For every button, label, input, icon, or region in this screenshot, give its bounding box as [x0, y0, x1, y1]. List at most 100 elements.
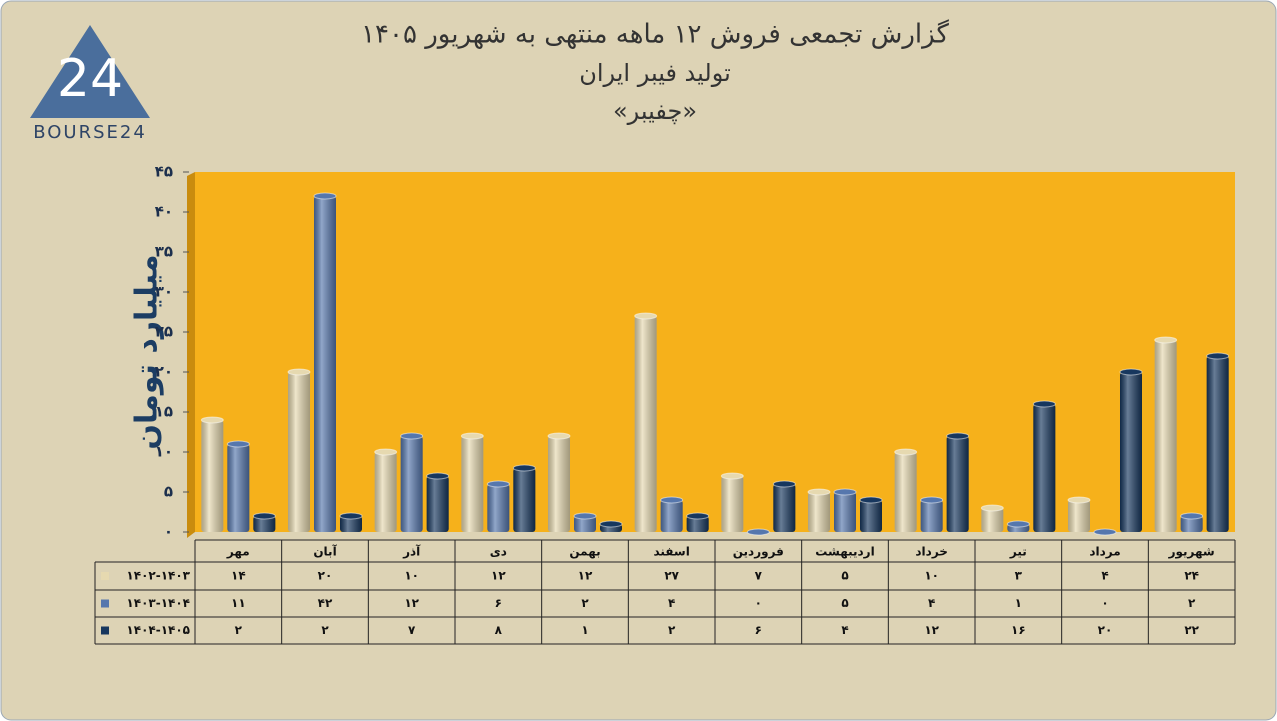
table-value: ۱۴	[231, 569, 246, 583]
bar-shine	[253, 516, 276, 532]
bar-shine	[201, 420, 224, 532]
bar-cap	[400, 432, 424, 440]
bar-shine	[946, 436, 969, 532]
bar-shine	[860, 500, 882, 532]
bar-shine	[288, 372, 310, 532]
plot-area	[195, 172, 1235, 532]
bar-shine	[227, 444, 250, 532]
chart-title: گزارش تجمعی فروش ۱۲ ماهه منتهی به شهریور…	[361, 19, 949, 50]
bar-cap	[313, 192, 337, 200]
bar-shine	[374, 452, 397, 532]
bar-shine	[808, 492, 830, 532]
y-tick-label: ۲۵	[155, 323, 173, 341]
x-tick-label: دی	[490, 545, 507, 559]
bar-cap	[720, 472, 744, 480]
bar-shine	[1068, 500, 1090, 532]
bar-cap	[946, 432, 970, 440]
y-tick-label: ۱۰	[155, 443, 173, 461]
logo-text: BOURSE24	[33, 122, 147, 143]
x-tick-label: شهریور	[1168, 545, 1215, 560]
bar-shine	[314, 196, 336, 532]
bar-cap	[660, 496, 684, 504]
company: «چفیبر»	[613, 97, 697, 125]
x-tick-label: تیر	[1009, 545, 1027, 559]
table-value: ۰	[1101, 596, 1108, 610]
table-value: ۱	[1015, 596, 1022, 610]
bar-shine	[1206, 356, 1229, 532]
bar-cap	[1093, 528, 1117, 536]
bar-cap	[374, 448, 398, 456]
bar-shine	[548, 436, 570, 532]
table-value: ۱۰	[924, 569, 939, 583]
x-tick-label: مرداد	[1089, 545, 1120, 559]
bar-cap	[772, 480, 796, 488]
table-value: ۵	[841, 596, 848, 610]
bar-shine	[487, 484, 510, 532]
table-value: ۲۰	[318, 569, 333, 583]
bar-cap	[486, 480, 510, 488]
table-value: ۶	[755, 623, 762, 637]
bar-cap	[200, 416, 224, 424]
y-tick-label: ۴۰	[155, 203, 173, 221]
bar-shine	[1120, 372, 1142, 532]
bar-cap	[1032, 400, 1056, 408]
table-value: ۶	[495, 596, 502, 610]
plot-wall-side	[187, 172, 195, 538]
bar-shine	[461, 436, 484, 532]
bar-cap	[339, 512, 363, 520]
table-value: ۳	[1015, 569, 1023, 583]
x-tick-label: بهمن	[569, 545, 600, 559]
bar-shine	[1154, 340, 1177, 532]
table-value: ۴	[928, 596, 935, 610]
bar-cap	[1154, 336, 1178, 344]
y-tick-label: ۲۰	[155, 363, 173, 381]
legend-label: ۱۴۰۳-۱۴۰۴	[126, 596, 190, 610]
bar-cap	[980, 504, 1004, 512]
table-value: ۸	[495, 623, 503, 637]
x-tick-label: اسفند	[653, 545, 689, 559]
bar-shine	[981, 508, 1004, 532]
bar-cap	[252, 512, 276, 520]
bar-shine	[894, 452, 917, 532]
bar-shine	[400, 436, 423, 532]
table-value: ۴	[841, 623, 848, 637]
bar-shine	[574, 516, 596, 532]
table-value: ۲۷	[664, 569, 679, 583]
bar-cap	[460, 432, 484, 440]
legend-swatch	[101, 572, 109, 580]
bar-shine	[634, 316, 657, 532]
bar-shine	[340, 516, 362, 532]
bar-shine	[660, 500, 683, 532]
x-tick-label: فروردین	[733, 545, 784, 560]
bar-cap	[746, 528, 770, 536]
table-value: ۲	[581, 596, 589, 610]
bar-cap	[1206, 352, 1230, 360]
x-tick-label: خرداد	[915, 545, 948, 559]
logo-triangle	[30, 25, 150, 118]
bar-cap	[573, 512, 597, 520]
bar-cap	[599, 520, 623, 528]
table-value: ۲	[668, 623, 676, 637]
bar-shine	[426, 476, 449, 532]
y-tick-label: ۳۰	[155, 283, 173, 301]
table-value: ۴۲	[318, 596, 333, 610]
table-value: ۱۶	[1011, 623, 1026, 637]
table-value: ۲	[321, 623, 329, 637]
bar-cap	[686, 512, 710, 520]
x-tick-label: مهر	[226, 545, 250, 559]
table-value: ۱۱	[231, 596, 246, 610]
bar-cap	[1119, 368, 1143, 376]
bar-cap	[226, 440, 250, 448]
bar-shine	[721, 476, 744, 532]
table-value: ۰	[755, 596, 762, 610]
bar-shine	[920, 500, 943, 532]
table-value: ۱۲	[491, 569, 506, 583]
table-value: ۷	[755, 569, 763, 583]
y-tick-label: ۵	[164, 483, 173, 501]
logo-mark: 24	[57, 49, 123, 109]
y-tick-label: ۴۵	[155, 163, 173, 181]
x-tick-label: آذر	[402, 544, 421, 559]
table-value: ۱۲	[924, 623, 939, 637]
bar-cap	[859, 496, 883, 504]
bar-cap	[426, 472, 450, 480]
